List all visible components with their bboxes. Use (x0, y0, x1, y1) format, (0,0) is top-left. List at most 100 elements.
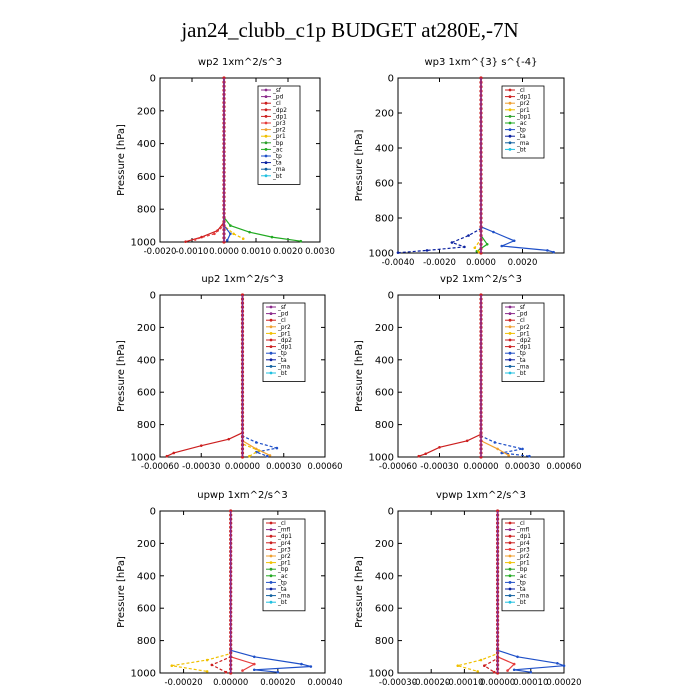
x-tick-label: -0.0020 (144, 247, 177, 257)
legend-marker (269, 358, 273, 362)
data-point (225, 239, 229, 242)
data-point (184, 240, 187, 243)
legend-label: _dp1 (516, 345, 531, 351)
x-tick-label: 0.00000 (213, 678, 248, 688)
legend-label: _ta (516, 587, 526, 593)
legend-label: _pr1 (516, 108, 530, 114)
legend-marker (269, 305, 273, 309)
x-tick-label: -0.00030 (182, 462, 220, 472)
x-tick-label: -0.00060 (141, 462, 179, 472)
y-tick-label: 800 (137, 205, 156, 216)
data-point (465, 439, 469, 443)
legend-label: _sf (277, 305, 287, 311)
data-point (500, 244, 504, 248)
data-point (507, 454, 510, 457)
y-tick-label: 1000 (131, 669, 156, 680)
data-point (248, 454, 251, 458)
x-tick-label: -0.00060 (379, 462, 417, 472)
legend-marker (269, 351, 273, 355)
legend-label: _pr3 (516, 547, 530, 553)
x-tick-label: 0.0000 (209, 247, 239, 257)
legend-label: _dp1 (277, 345, 292, 351)
chart-panel-4: vp2 1xm^2/s^3 Pressure [hPa] 0 200 400 600 800… (354, 274, 582, 472)
legend-label: _sf (516, 305, 526, 311)
data-point (229, 232, 232, 236)
legend-label: _ta (277, 358, 287, 364)
legend-label: _ma (277, 364, 291, 370)
legend-label: _cl (272, 101, 281, 107)
legend-marker (508, 528, 512, 531)
data-point (252, 668, 256, 672)
x-tick-label: 0.0000 (466, 258, 496, 268)
legend-label: _pr2 (516, 101, 530, 107)
legend-marker (508, 101, 512, 105)
legend-label: _ta (272, 161, 282, 167)
data-point (492, 670, 496, 674)
legend-marker (264, 121, 268, 125)
legend-label: _pr3 (272, 121, 286, 127)
y-tick-label: 800 (375, 636, 394, 647)
data-point (552, 250, 555, 254)
data-point (521, 447, 524, 451)
data-point (276, 670, 280, 674)
legend-label: _bp (272, 141, 284, 147)
legend-label: _ma (516, 141, 530, 147)
legend-marker (264, 128, 268, 132)
legend-label: _ac (516, 121, 527, 127)
data-point (546, 249, 549, 252)
legend-marker (269, 600, 273, 604)
data-point (529, 670, 533, 674)
legend-marker (269, 567, 273, 571)
x-tick-label: -0.00020 (164, 678, 202, 688)
legend-marker (269, 581, 273, 584)
data-point (300, 662, 303, 666)
legend-label: _ta (516, 358, 526, 364)
legend-marker (264, 141, 268, 145)
legend-marker (508, 561, 512, 564)
legend-label: _cl (516, 521, 525, 527)
x-tick-label: 0.0010 (241, 247, 271, 257)
y-tick-label: 800 (375, 214, 394, 225)
x-tick-label: -0.00030 (420, 462, 458, 472)
data-point (556, 661, 559, 665)
legend-marker (264, 167, 268, 171)
chart-title: vp2 1xm^2/s^3 (440, 274, 522, 285)
data-point (205, 670, 209, 673)
data-point (450, 241, 454, 244)
data-point (493, 441, 497, 444)
legend-label: _pr2 (277, 554, 291, 560)
legend-marker (508, 121, 512, 125)
legend-marker (264, 134, 268, 138)
legend-marker (508, 95, 512, 98)
legend-label: _ma (516, 364, 530, 370)
legend-label: _tp (277, 351, 287, 357)
data-point (463, 245, 466, 249)
legend-label: _ac (272, 147, 283, 153)
x-tick-label: 0.00020 (546, 678, 581, 688)
data-point (396, 251, 400, 254)
legend-marker (269, 318, 273, 322)
legend-box (501, 85, 545, 159)
y-tick-label: 1000 (369, 453, 394, 464)
x-tick-label: 0.00000 (480, 678, 515, 688)
y-tick-label: 600 (375, 604, 394, 615)
data-point (227, 437, 231, 441)
legend-marker (508, 318, 512, 322)
legend-label: _pr1 (516, 331, 530, 337)
legend-label: _pd (277, 312, 289, 318)
legend-marker (264, 101, 268, 105)
legend-marker (508, 148, 512, 151)
legend-marker (508, 108, 512, 112)
legend-label: _dp1 (516, 534, 531, 540)
y-tick-label: 200 (375, 539, 394, 550)
legend-label: _dp2 (516, 338, 531, 344)
x-tick-label: -0.0020 (423, 258, 456, 268)
legend-label: _mfl (516, 528, 530, 534)
x-tick-label: -0.0040 (382, 258, 415, 268)
legend-label: _ta (516, 134, 526, 140)
data-point (425, 249, 429, 252)
x-tick-label: -0.00030 (379, 678, 417, 688)
series-line-dp2 (166, 295, 244, 457)
legend-marker (508, 521, 512, 525)
legend-marker (264, 161, 268, 165)
